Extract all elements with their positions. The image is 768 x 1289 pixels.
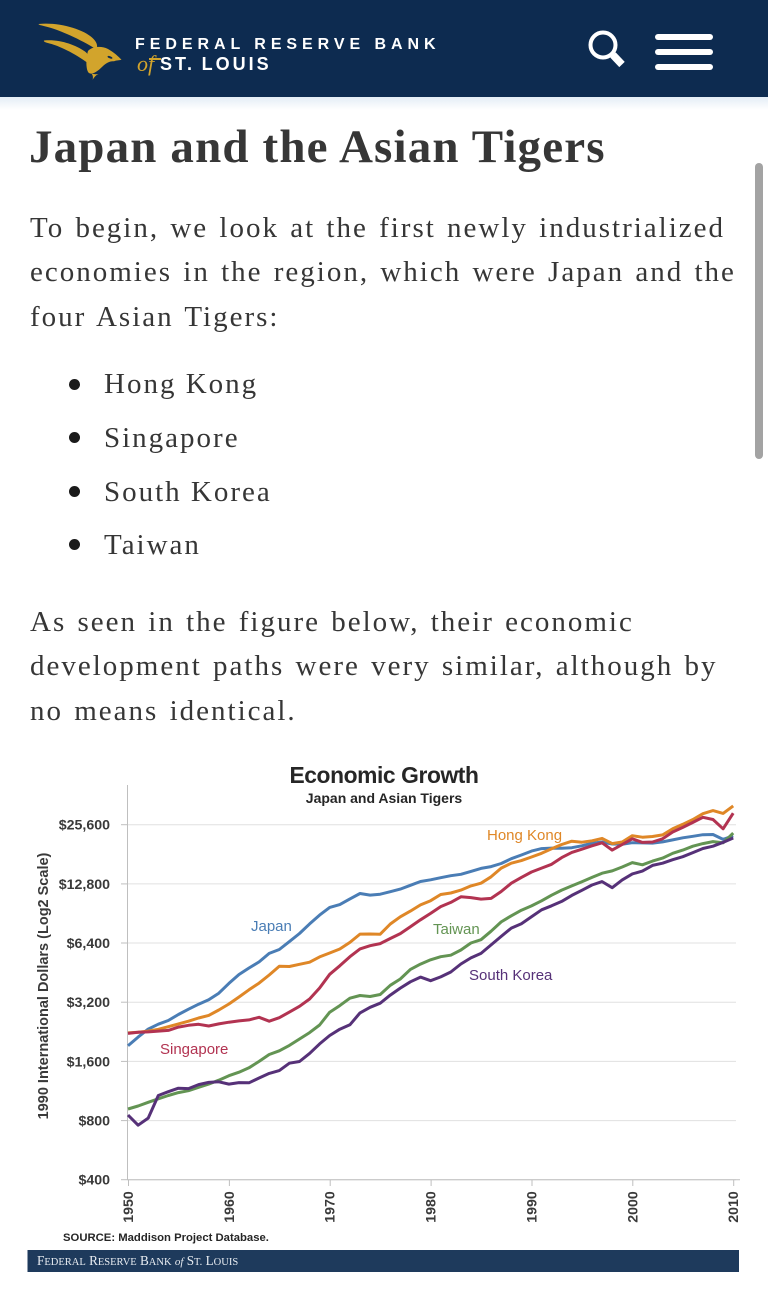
svg-text:Economic Growth: Economic Growth [289, 762, 478, 788]
svg-text:$1,600: $1,600 [67, 1054, 111, 1070]
svg-text:Japan: Japan [251, 918, 292, 935]
svg-text:Singapore: Singapore [160, 1041, 228, 1058]
svg-text:1980: 1980 [424, 1191, 440, 1223]
svg-text:FEDERAL RESERVE BANK of ST. LO: FEDERAL RESERVE BANK of ST. LOUIS [37, 1253, 238, 1268]
svg-text:Taiwan: Taiwan [433, 921, 480, 938]
svg-text:Japan and Asian Tigers: Japan and Asian Tigers [306, 790, 463, 806]
svg-text:$6,400: $6,400 [67, 936, 111, 952]
svg-text:1970: 1970 [323, 1191, 339, 1223]
svg-text:1960: 1960 [222, 1191, 238, 1223]
svg-text:$3,200: $3,200 [67, 995, 111, 1011]
svg-text:Hong Kong: Hong Kong [487, 827, 562, 844]
svg-text:$800: $800 [78, 1114, 110, 1130]
svg-text:1990: 1990 [525, 1191, 541, 1223]
svg-text:1990 International Dollars (Lo: 1990 International Dollars (Log2 Scale) [36, 852, 52, 1119]
svg-text:South Korea: South Korea [469, 967, 553, 984]
svg-text:$12,800: $12,800 [59, 877, 110, 893]
svg-text:2000: 2000 [625, 1191, 641, 1223]
svg-text:SOURCE: Maddison Project Datab: SOURCE: Maddison Project Database. [63, 1232, 269, 1244]
svg-text:$400: $400 [78, 1173, 110, 1189]
svg-text:1950: 1950 [121, 1191, 137, 1223]
svg-text:2010: 2010 [726, 1191, 742, 1223]
svg-text:$25,600: $25,600 [59, 818, 110, 834]
